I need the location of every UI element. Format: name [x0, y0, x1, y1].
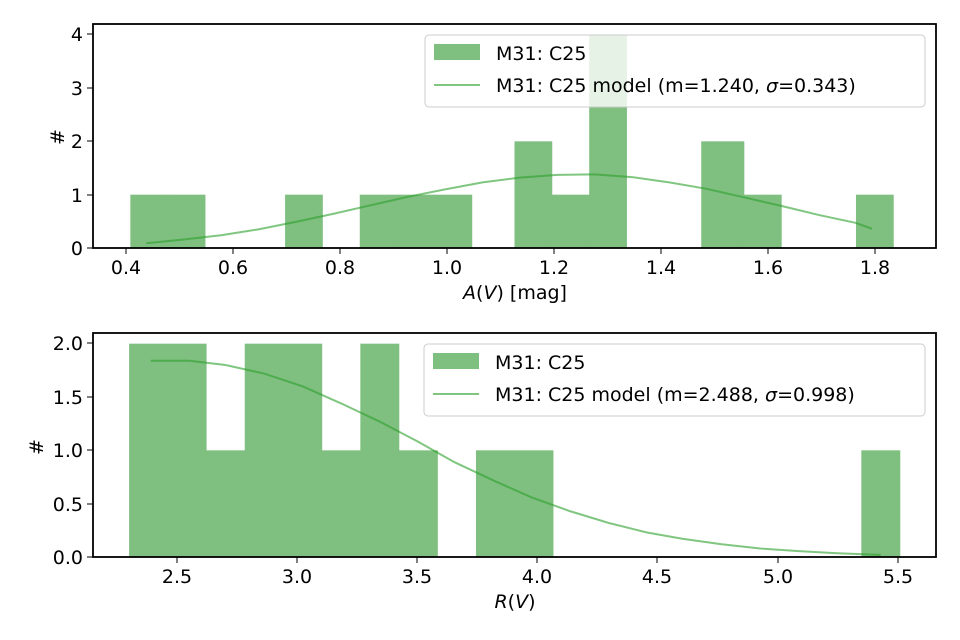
histogram-bar	[514, 141, 553, 248]
x-tick-label: 0.4	[111, 257, 141, 279]
x-ticks: 2.5 3.0 3.5 4.0 4.5 5.0 5.5	[162, 557, 913, 588]
x-tick: 1.0	[432, 248, 462, 279]
x-tick: 0.4	[111, 248, 141, 279]
histogram-bar	[701, 141, 745, 248]
histogram-bar	[244, 343, 284, 557]
x-tick-label: 0.8	[325, 257, 355, 279]
y-tick-label: 0.0	[53, 547, 83, 569]
histogram-bar	[360, 343, 400, 557]
histogram-bar	[475, 450, 515, 557]
y-tick-label: 3	[71, 78, 83, 100]
y-tick: 1.5	[53, 387, 93, 409]
axes-frame	[92, 332, 937, 558]
x-tick: 3.5	[402, 557, 432, 588]
histogram-bars	[129, 343, 901, 557]
panel-2: 0.0 0.5 1.0 1.5 2.0 2.5 3.0 3.5 4.0 4.5 …	[26, 332, 937, 613]
x-tick-label: 3.0	[282, 566, 312, 588]
histogram-bar	[129, 343, 169, 557]
x-tick-label: 0.6	[218, 257, 248, 279]
histogram-bar	[130, 194, 169, 248]
y-tick: 1	[71, 185, 93, 207]
histogram-bar	[167, 343, 207, 557]
x-tick-label: 5.0	[763, 566, 793, 588]
x-tick-label: 5.5	[883, 566, 913, 588]
x-tick: 1.6	[753, 248, 783, 279]
legend-frame	[424, 34, 926, 108]
histogram-bar	[861, 450, 901, 557]
legend-entry-hist: M31: C25	[495, 352, 585, 374]
y-tick: 1.0	[53, 440, 93, 462]
x-tick-label: 1.6	[753, 257, 783, 279]
y-tick-label: 2	[71, 131, 83, 153]
legend-swatch-hist	[433, 353, 479, 369]
x-tick-label: 1.8	[860, 257, 890, 279]
y-tick-label: 0	[71, 238, 83, 260]
x-tick: 5.0	[763, 557, 793, 588]
panel-1: 0 1 2 3 4 0.4 0.6 0.8 1.0 1.2 1.4 1.6 1.…	[47, 23, 937, 304]
x-tick-label: 2.5	[162, 566, 192, 588]
legend: M31: C25 M31: C25 model (m=2.488, σ=0.99…	[423, 343, 926, 417]
x-tick-label: 3.5	[402, 566, 432, 588]
histogram-bar	[285, 194, 323, 248]
legend-frame	[423, 343, 926, 417]
model-curve	[146, 173, 873, 245]
legend-entry-model: M31: C25 model (m=1.240, σ=0.343)	[496, 75, 856, 97]
x-tick-label: 1.4	[646, 257, 676, 279]
y-ticks: 0.0 0.5 1.0 1.5 2.0	[53, 333, 93, 569]
y-tick-label: 2.0	[53, 333, 83, 355]
y-tick-label: 1.0	[53, 440, 83, 462]
histogram-bar	[398, 450, 438, 557]
x-tick: 4.0	[522, 557, 552, 588]
y-tick-label: 4	[71, 24, 83, 46]
x-axis-label: R(V)	[494, 591, 535, 613]
x-tick: 4.5	[642, 557, 672, 588]
x-tick: 0.6	[218, 248, 248, 279]
y-axis-label: #	[26, 439, 48, 455]
y-tick: 3	[71, 78, 93, 100]
x-tick-label: 4.0	[522, 566, 552, 588]
x-tick-label: 1.0	[432, 257, 462, 279]
y-tick: 2.0	[53, 333, 93, 355]
histogram-bar	[397, 194, 435, 248]
legend-entry-hist: M31: C25	[496, 43, 586, 65]
y-tick-label: 0.5	[53, 494, 83, 516]
x-tick-label: 4.5	[642, 566, 672, 588]
x-tick: 0.8	[325, 248, 355, 279]
legend: M31: C25 M31: C25 model (m=1.240, σ=0.34…	[424, 34, 926, 108]
axes-frame	[92, 23, 937, 249]
histogram-bar	[206, 450, 246, 557]
y-tick: 0.5	[53, 494, 93, 516]
x-tick: 2.5	[162, 557, 192, 588]
y-axis-label: #	[47, 129, 69, 145]
x-tick: 1.8	[860, 248, 890, 279]
legend-swatch-hist	[434, 44, 480, 60]
histogram-bar	[434, 194, 473, 248]
x-tick: 1.4	[646, 248, 676, 279]
y-tick: 0	[71, 238, 93, 260]
y-tick-label: 1	[71, 185, 83, 207]
x-tick: 5.5	[883, 557, 913, 588]
x-ticks: 0.4 0.6 0.8 1.0 1.2 1.4 1.6 1.8	[111, 248, 890, 279]
x-tick: 3.0	[282, 557, 312, 588]
x-axis-label: A(V) [mag]	[461, 282, 567, 304]
histogram-bar	[855, 194, 894, 248]
x-tick: 1.2	[539, 248, 569, 279]
legend-entry-model: M31: C25 model (m=2.488, σ=0.998)	[495, 384, 855, 406]
model-curve	[150, 359, 881, 556]
y-tick: 4	[71, 24, 93, 46]
y-ticks: 0 1 2 3 4	[71, 24, 93, 260]
y-tick: 0.0	[53, 547, 93, 569]
histogram-bar	[283, 343, 323, 557]
y-tick-label: 1.5	[53, 387, 83, 409]
x-tick-label: 1.2	[539, 257, 569, 279]
histogram-bar	[321, 450, 361, 557]
histogram-bar	[551, 194, 590, 248]
y-tick: 2	[71, 131, 93, 153]
